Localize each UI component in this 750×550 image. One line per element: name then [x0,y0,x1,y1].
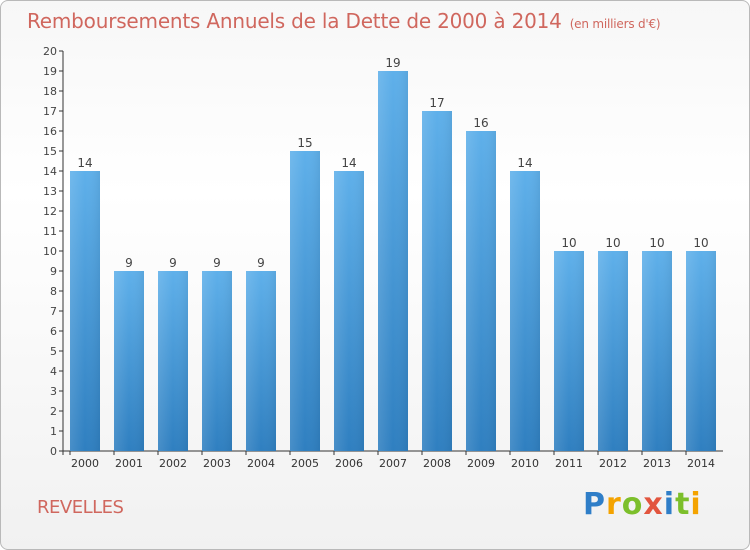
y-tick-label: 10 [43,245,57,258]
x-tick-label: 2007 [379,457,407,470]
bar-value-label: 9 [257,256,265,270]
bar-value-label: 10 [649,236,664,250]
logo-letter: t [675,487,691,522]
plot-area: 0123456789101112131415161718192014200092… [43,45,723,470]
bar-shade [466,131,496,451]
logo-letter: r [606,487,622,522]
bar-shade [378,71,408,451]
y-tick-label: 2 [50,405,57,418]
y-tick-label: 13 [43,185,57,198]
bar-value-label: 10 [605,236,620,250]
bar-shade [686,251,716,451]
bar-value-label: 14 [517,156,532,170]
y-tick-label: 6 [50,325,57,338]
logo-letter: i [690,487,702,522]
y-tick-label: 14 [43,165,57,178]
x-tick-label: 2008 [423,457,451,470]
bar-value-label: 17 [429,96,444,110]
x-tick-label: 2001 [115,457,143,470]
y-tick-label: 1 [50,425,57,438]
bar-shade [510,171,540,451]
y-tick-label: 16 [43,125,57,138]
y-tick-label: 12 [43,205,57,218]
bar-value-label: 9 [169,256,177,270]
x-tick-label: 2002 [159,457,187,470]
bar-value-label: 10 [561,236,576,250]
logo-letter: o [621,487,644,522]
y-tick-label: 17 [43,105,57,118]
x-tick-label: 2014 [687,457,715,470]
y-tick-label: 9 [50,265,57,278]
y-tick-label: 4 [50,365,57,378]
x-tick-label: 2011 [555,457,583,470]
y-tick-label: 11 [43,225,57,238]
x-tick-label: 2004 [247,457,275,470]
y-tick-label: 8 [50,285,57,298]
y-tick-label: 15 [43,145,57,158]
bar-shade [554,251,584,451]
x-tick-label: 2006 [335,457,363,470]
x-tick-label: 2010 [511,457,539,470]
bar-value-label: 15 [297,136,312,150]
x-tick-label: 2000 [71,457,99,470]
bar-shade [246,271,276,451]
bar-shade [114,271,144,451]
bar-shade [158,271,188,451]
bar-shade [70,171,100,451]
logo-letter: P [583,487,606,522]
y-tick-label: 0 [50,445,57,458]
proxiti-logo: Proxiti [583,487,702,522]
location-label: REVELLES [37,497,124,518]
bar-shade [598,251,628,451]
bar-value-label: 9 [213,256,221,270]
logo-letter: x [643,487,664,522]
x-tick-label: 2013 [643,457,671,470]
logo-letter: i [663,487,676,522]
bar-shade [202,271,232,451]
x-tick-label: 2005 [291,457,319,470]
bar-value-label: 14 [341,156,356,170]
x-tick-label: 2009 [467,457,495,470]
chart-title-text: Remboursements Annuels de la Dette de 20… [27,9,562,33]
bar-shade [334,171,364,451]
y-tick-label: 5 [50,345,57,358]
x-tick-label: 2003 [203,457,231,470]
bar-value-label: 9 [125,256,133,270]
bar-value-label: 14 [77,156,92,170]
y-tick-label: 19 [43,65,57,78]
y-tick-label: 7 [50,305,57,318]
x-tick-label: 2012 [599,457,627,470]
chart-subtitle: (en milliers d'€) [569,17,661,31]
bar-shade [642,251,672,451]
bar-shade [290,151,320,451]
y-tick-label: 3 [50,385,57,398]
y-tick-label: 20 [43,45,57,58]
chart-title: Remboursements Annuels de la Dette de 20… [27,9,661,33]
bar-value-label: 10 [693,236,708,250]
bar-shade [422,111,452,451]
bar-value-label: 19 [385,56,400,70]
bar-value-label: 16 [473,116,488,130]
y-tick-label: 18 [43,85,57,98]
